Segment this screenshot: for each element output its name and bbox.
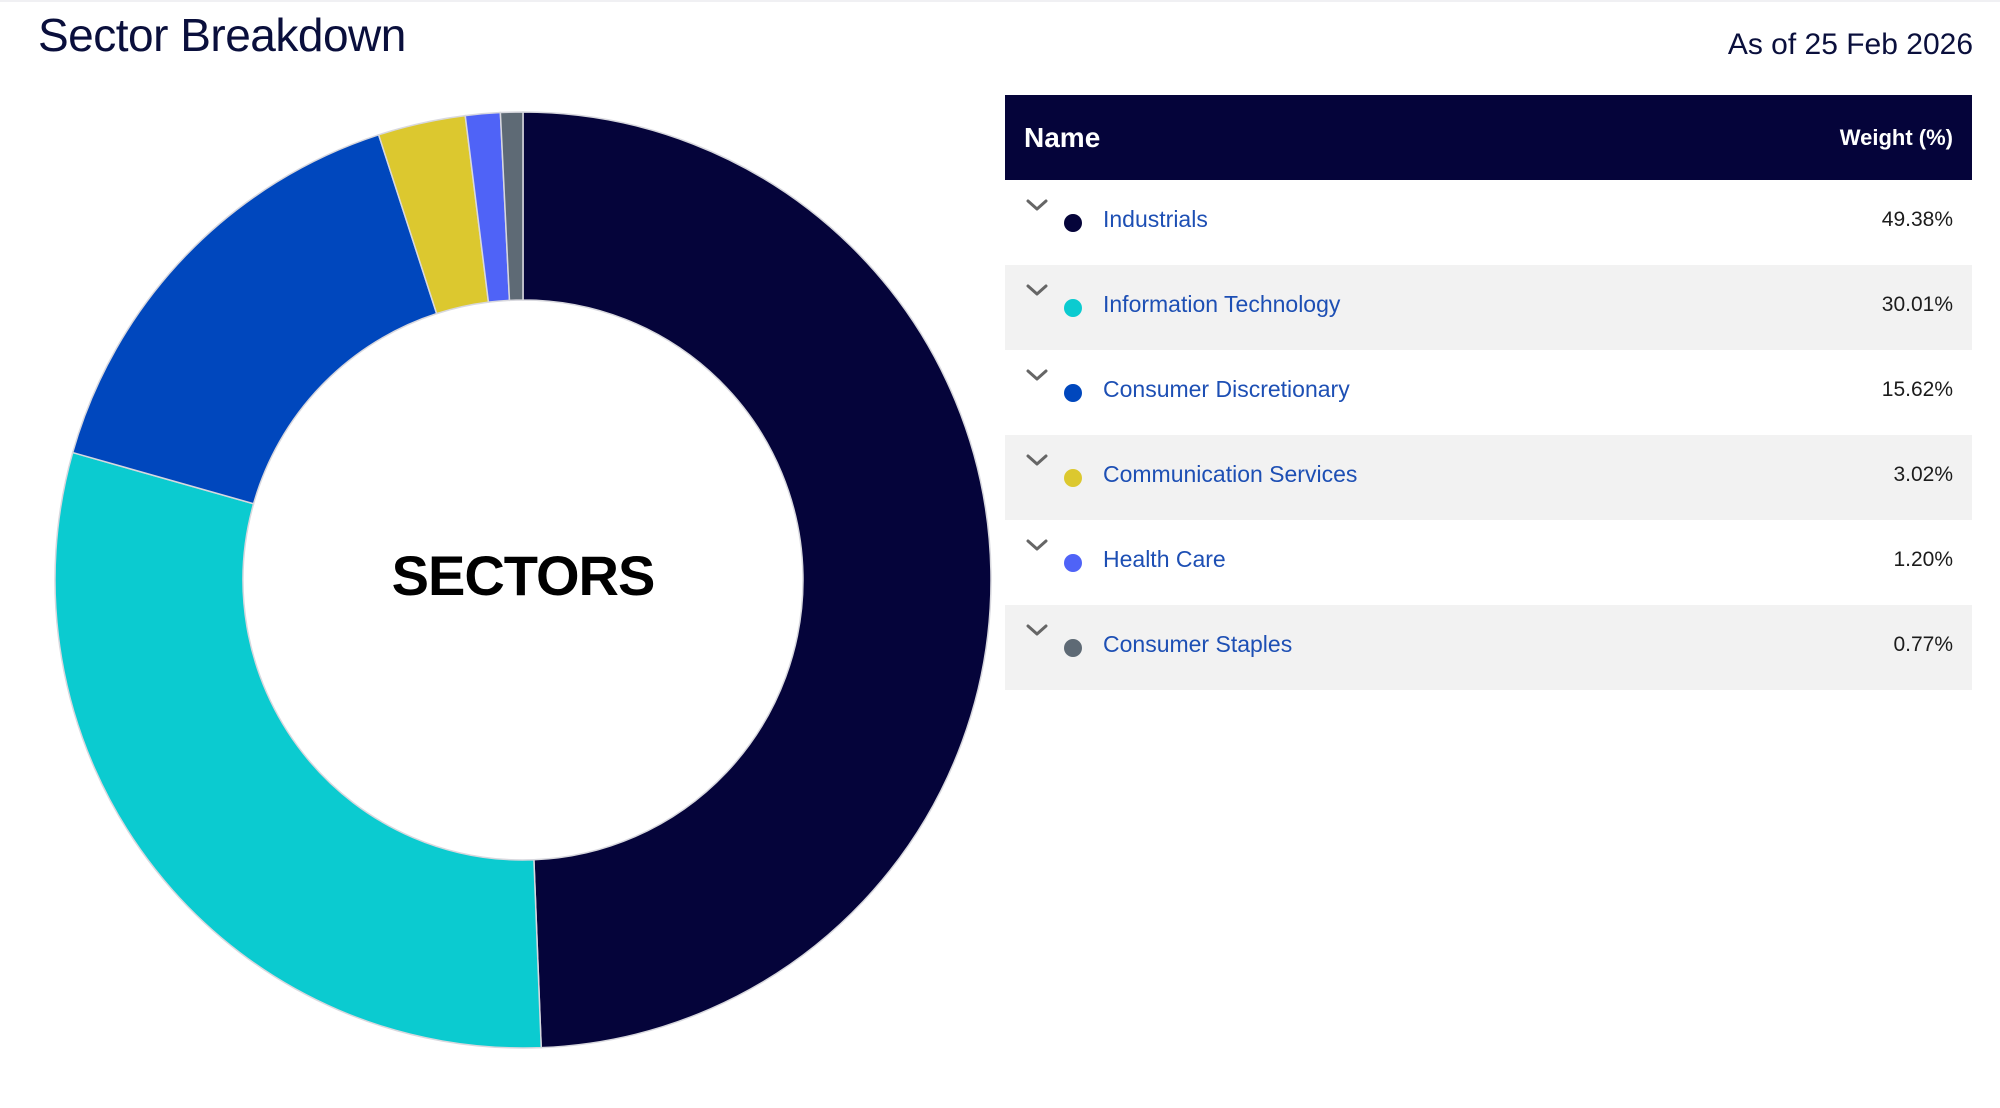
donut-slice-information-technology[interactable] (54, 451, 543, 1049)
table-row[interactable]: Health Care 1.20% (1005, 520, 1972, 605)
table-row[interactable]: Communication Services 3.02% (1005, 435, 1972, 520)
sector-name-link[interactable]: Consumer Staples (1103, 631, 1293, 657)
chevron-down-icon[interactable] (1025, 453, 1049, 469)
donut-svg: SECTORS (54, 111, 992, 1049)
donut-center-label: SECTORS (392, 544, 655, 607)
chevron-down-icon[interactable] (1025, 538, 1049, 554)
chevron-down-icon[interactable] (1025, 198, 1049, 214)
chevron-down-icon[interactable] (1025, 623, 1049, 639)
legend-dot (1064, 214, 1082, 232)
table-header: Name Weight (%) (1005, 95, 1972, 180)
as-of-date: As of 25 Feb 2026 (1727, 28, 1973, 61)
sector-name-link[interactable]: Communication Services (1103, 461, 1358, 487)
sector-weight: 0.77% (1893, 633, 1953, 656)
donut-slices (54, 111, 992, 1049)
top-divider (0, 0, 2000, 2)
legend-dot (1064, 469, 1082, 487)
donut-slice-consumer-staples[interactable] (499, 111, 524, 302)
table-row[interactable]: Consumer Discretionary 15.62% (1005, 350, 1972, 435)
table-row[interactable]: Industrials 49.38% (1005, 180, 1972, 265)
sector-name-link[interactable]: Industrials (1103, 206, 1208, 232)
sector-weight: 30.01% (1881, 293, 1953, 316)
sector-weight: 1.20% (1893, 548, 1953, 571)
legend-dot (1064, 299, 1082, 317)
table-body: Industrials 49.38% Information Technolog… (1005, 180, 1972, 690)
donut-slice-industrials[interactable] (522, 111, 992, 1049)
column-header-weight[interactable]: Weight (%) (1839, 124, 1953, 150)
legend-dot (1064, 554, 1082, 572)
chevron-down-icon[interactable] (1025, 283, 1049, 299)
page-title: Sector Breakdown (38, 9, 406, 61)
chevron-down-icon[interactable] (1025, 368, 1049, 384)
legend-dot (1064, 639, 1082, 657)
column-header-name[interactable]: Name (1024, 121, 1101, 153)
sector-table: Name Weight (%) Industrials 49.38% Infor… (1005, 95, 1972, 690)
sector-donut-chart: SECTORS (0, 75, 1000, 1085)
sector-weight: 49.38% (1881, 208, 1953, 231)
donut-slice-consumer-discretionary[interactable] (71, 133, 438, 505)
table-row[interactable]: Information Technology 30.01% (1005, 265, 1972, 350)
table-row[interactable]: Consumer Staples 0.77% (1005, 605, 1972, 690)
sector-weight: 3.02% (1893, 463, 1953, 486)
sector-name-link[interactable]: Information Technology (1103, 291, 1341, 317)
sector-weight: 15.62% (1881, 378, 1953, 401)
sector-name-link[interactable]: Consumer Discretionary (1103, 376, 1350, 402)
legend-dot (1064, 384, 1082, 402)
sector-name-link[interactable]: Health Care (1103, 546, 1226, 572)
